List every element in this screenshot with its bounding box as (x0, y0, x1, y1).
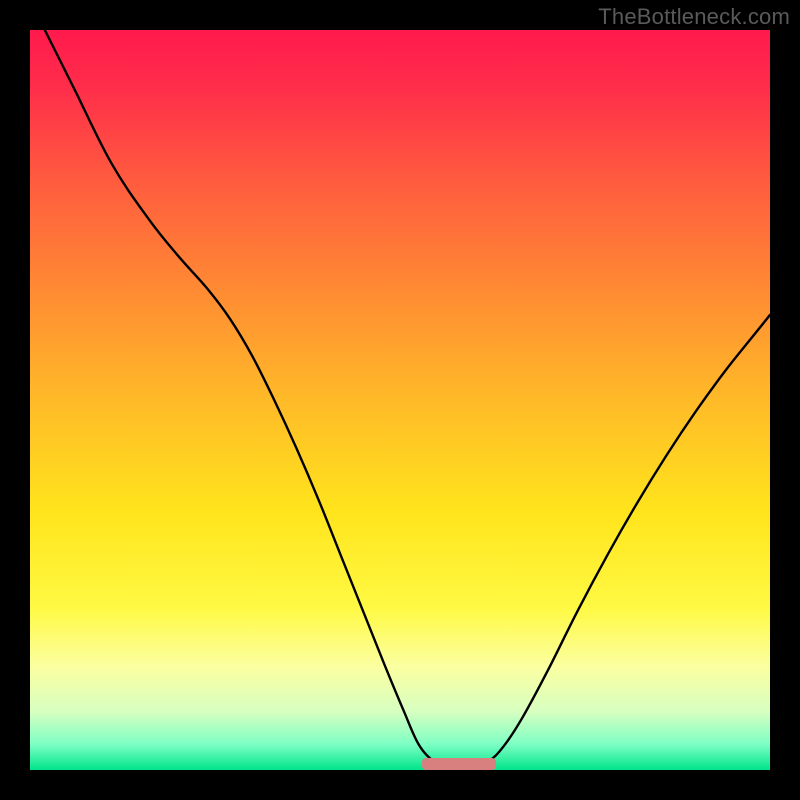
optimum-marker (422, 758, 496, 770)
attribution-text: TheBottleneck.com (598, 4, 790, 30)
bottleneck-curve (30, 30, 770, 770)
plot-area (30, 30, 770, 770)
chart-frame: TheBottleneck.com (0, 0, 800, 800)
